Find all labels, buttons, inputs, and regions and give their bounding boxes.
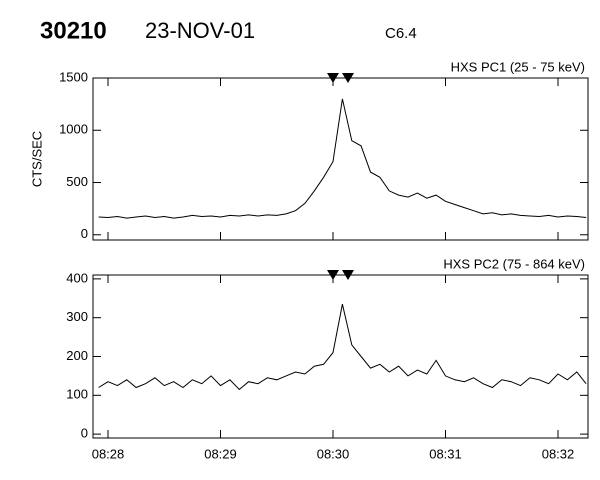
event-date: 23-NOV-01 (145, 18, 255, 43)
x-tick-label: 08:28 (92, 446, 125, 461)
y-tick-label: 100 (66, 387, 88, 402)
flare-class: C6.4 (385, 25, 417, 42)
y-tick-label: 1000 (59, 122, 88, 137)
y-tick-label: 0 (81, 226, 88, 241)
x-tick-label: 08:32 (542, 446, 575, 461)
y-tick-label: 1500 (59, 69, 88, 84)
x-tick-label: 08:31 (429, 446, 462, 461)
plot-frame (92, 274, 589, 439)
panel-title: HXS PC2 (75 - 864 keV) (443, 256, 585, 271)
data-line (98, 98, 587, 219)
y-tick-label: 0 (81, 426, 88, 441)
plot-frame (92, 77, 589, 241)
y-tick-label: 400 (66, 270, 88, 285)
y-tick-label: 200 (66, 348, 88, 363)
data-line (98, 303, 587, 391)
y-axis-label: CTS/SEC (29, 131, 44, 187)
panel-title: HXS PC1 (25 - 75 keV) (451, 59, 585, 74)
y-tick-label: 300 (66, 309, 88, 324)
y-tick-label: 500 (66, 174, 88, 189)
x-tick-label: 08:30 (317, 446, 350, 461)
event-id: 30210 (40, 17, 107, 44)
x-tick-label: 08:29 (204, 446, 237, 461)
